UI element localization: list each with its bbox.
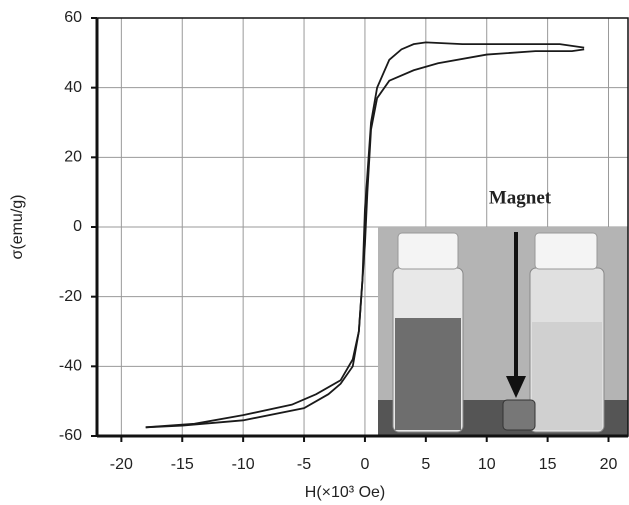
x-tick-label: -15 [171, 456, 194, 473]
y-axis-label: σ(emu/g) [9, 195, 26, 260]
hysteresis-branch [145, 41, 585, 429]
right-cap [534, 232, 598, 270]
annotation: Magnet [489, 187, 552, 208]
y-tick-label: 40 [64, 79, 82, 96]
right-liquid [532, 322, 602, 430]
y-tick-label: -20 [59, 288, 82, 305]
left-cap [397, 232, 459, 270]
x-tick-label: 20 [600, 456, 618, 473]
x-tick-label: -20 [110, 456, 133, 473]
y-tick-label: 60 [64, 9, 82, 26]
y-tick-label: 20 [64, 149, 82, 166]
x-tick-label: 15 [539, 456, 557, 473]
arrow-head [506, 376, 526, 398]
left-liquid [395, 318, 461, 430]
y-tick-label: -60 [59, 427, 82, 444]
y-tick-label: 0 [73, 218, 82, 235]
y-tick-label: -40 [59, 358, 82, 375]
inset-photo [378, 227, 628, 436]
x-tick-label: 0 [360, 456, 369, 473]
x-tick-label: -5 [297, 456, 311, 473]
x-tick-label: 5 [421, 456, 430, 473]
x-tick-label: 10 [478, 456, 496, 473]
hysteresis-branch [145, 48, 585, 429]
x-axis-label: H(×10³ Oe) [305, 484, 385, 501]
magnet [502, 399, 536, 431]
x-tick-label: -10 [232, 456, 255, 473]
